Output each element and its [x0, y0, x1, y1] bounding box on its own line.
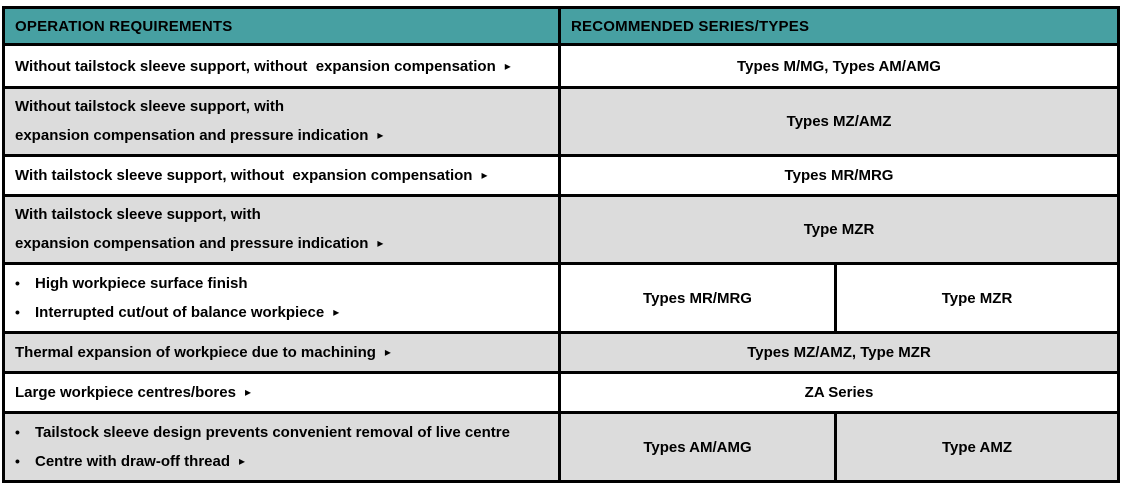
requirement-text: High workpiece surface finish [35, 275, 248, 292]
bullet-icon: • [15, 453, 20, 469]
requirement-cell: With tailstock sleeve support, with expa… [2, 194, 561, 265]
types-text: Types MR/MRG [643, 289, 752, 307]
types-cell: Types AM/AMG [558, 411, 837, 483]
table-row: Without tailstock sleeve support, withou… [2, 43, 1121, 89]
table-row: Large workpiece centres/bores ▸ ZA Series [2, 371, 1121, 414]
types-cell: Types MZ/AMZ, Type MZR [557, 331, 1121, 374]
table-row: With tailstock sleeve support, with expa… [2, 194, 1121, 265]
requirement-text: expansion compensation and pressure indi… [15, 127, 369, 144]
requirement-text: Thermal expansion of workpiece due to ma… [15, 344, 376, 361]
requirement-cell: Large workpiece centres/bores ▸ [2, 371, 561, 414]
types-text: Types MZ/AMZ, Type MZR [747, 344, 931, 361]
chevron-right-icon: ▸ [244, 385, 251, 399]
types-cell: ZA Series [557, 371, 1121, 414]
types-text: Types AM/AMG [643, 438, 752, 456]
chevron-right-icon: ▸ [333, 305, 340, 319]
types-cell: Types MZ/AMZ [557, 86, 1121, 157]
requirement-text: Interrupted cut/out of balance workpiece [35, 304, 325, 321]
requirement-cell: With tailstock sleeve support, without e… [2, 154, 561, 197]
bullet-icon: • [15, 424, 20, 440]
table-row: • Tailstock sleeve design prevents conven… [2, 411, 1121, 483]
bullet-icon: • [15, 275, 20, 291]
requirement-text: expansion compensation and pressure indi… [15, 235, 369, 252]
types-text: Types MR/MRG [784, 167, 894, 184]
types-cell: Types MR/MRG [558, 262, 837, 334]
requirement-text: Without tailstock sleeve support, withou… [15, 57, 496, 75]
types-text: Type MZR [803, 221, 875, 238]
types-text: Types M/MG, Types AM/AMG [737, 57, 941, 75]
requirement-text: Large workpiece centres/bores [15, 384, 236, 401]
table-row: Thermal expansion of workpiece due to ma… [2, 331, 1121, 374]
column-header-recommended-series-types: RECOMMENDED SERIES/TYPES [557, 6, 1121, 46]
requirement-cell: Without tailstock sleeve support, with e… [2, 86, 561, 157]
requirement-text: With tailstock sleeve support, without e… [15, 167, 473, 184]
types-cell: Type MZR [557, 194, 1121, 265]
types-cell: Type AMZ [833, 411, 1121, 483]
types-cell: Types M/MG, Types AM/AMG [557, 43, 1121, 89]
types-text: ZA Series [804, 384, 874, 401]
requirement-text: Centre with draw-off thread [35, 453, 231, 470]
types-cell: Type MZR [833, 262, 1121, 334]
recommendation-table: OPERATION REQUIREMENTS RECOMMENDED SERIE… [2, 6, 1121, 483]
requirement-text: With tailstock sleeve support, with [15, 206, 261, 223]
chevron-right-icon: ▸ [384, 345, 391, 359]
chevron-right-icon: ▸ [377, 128, 384, 142]
requirement-cell: • High workpiece surface finish • Interrup… [2, 262, 561, 334]
types-cell: Types MR/MRG [557, 154, 1121, 197]
types-text: Type MZR [941, 289, 1013, 307]
types-text: Type AMZ [942, 438, 1012, 456]
requirement-text: Tailstock sleeve design prevents conveni… [35, 424, 510, 441]
requirement-cell: Thermal expansion of workpiece due to ma… [2, 331, 561, 374]
requirement-cell: • Tailstock sleeve design prevents conven… [2, 411, 561, 483]
bullet-icon: • [15, 304, 20, 320]
chevron-right-icon: ▸ [481, 168, 488, 182]
requirement-text: Without tailstock sleeve support, with [15, 98, 285, 115]
column-header-operation-requirements: OPERATION REQUIREMENTS [2, 6, 561, 46]
table-row: With tailstock sleeve support, without e… [2, 154, 1121, 197]
types-text: Types MZ/AMZ [786, 113, 892, 130]
requirement-cell: Without tailstock sleeve support, withou… [2, 43, 561, 89]
table-row: • High workpiece surface finish • Interrup… [2, 262, 1121, 334]
chevron-right-icon: ▸ [239, 454, 246, 468]
chevron-right-icon: ▸ [377, 236, 384, 250]
chevron-right-icon: ▸ [504, 58, 511, 73]
header-row: OPERATION REQUIREMENTS RECOMMENDED SERIE… [2, 6, 1121, 46]
table-row: Without tailstock sleeve support, with e… [2, 86, 1121, 157]
